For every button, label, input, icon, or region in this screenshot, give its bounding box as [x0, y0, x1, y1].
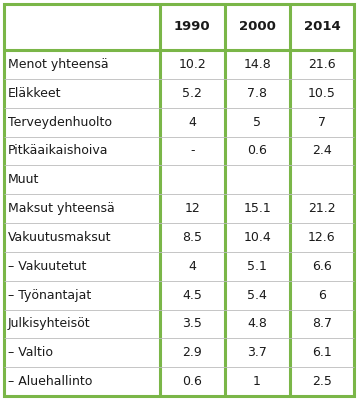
Text: 2014: 2014 — [304, 20, 340, 34]
Text: 6.6: 6.6 — [312, 260, 332, 273]
Text: 7.8: 7.8 — [247, 87, 267, 100]
Text: 3.5: 3.5 — [182, 318, 202, 330]
Text: Julkisyhteisöt: Julkisyhteisöt — [8, 318, 91, 330]
Text: – Aluehallinto: – Aluehallinto — [8, 375, 92, 388]
Text: – Vakuutetut: – Vakuutetut — [8, 260, 86, 273]
Text: 21.6: 21.6 — [308, 58, 336, 71]
Text: 4: 4 — [188, 260, 196, 273]
Text: 1990: 1990 — [174, 20, 211, 34]
Text: Maksut yhteensä: Maksut yhteensä — [8, 202, 115, 215]
Text: 2000: 2000 — [239, 20, 276, 34]
Text: 14.8: 14.8 — [243, 58, 271, 71]
Text: 0.6: 0.6 — [247, 144, 267, 158]
Text: 12.6: 12.6 — [308, 231, 336, 244]
Text: 5.1: 5.1 — [247, 260, 267, 273]
Text: – Työnantajat: – Työnantajat — [8, 288, 91, 302]
Text: Muut: Muut — [8, 173, 39, 186]
Text: 10.5: 10.5 — [308, 87, 336, 100]
Text: 6.1: 6.1 — [312, 346, 332, 359]
Text: Menot yhteensä: Menot yhteensä — [8, 58, 108, 71]
Text: 12: 12 — [184, 202, 200, 215]
Text: – Valtio: – Valtio — [8, 346, 53, 359]
Text: 15.1: 15.1 — [243, 202, 271, 215]
Text: 2.5: 2.5 — [312, 375, 332, 388]
Text: Vakuutusmaksut: Vakuutusmaksut — [8, 231, 111, 244]
Text: 4: 4 — [188, 116, 196, 128]
Text: 5: 5 — [253, 116, 261, 128]
Text: Terveydenhuolto: Terveydenhuolto — [8, 116, 112, 128]
Text: 7: 7 — [318, 116, 326, 128]
Text: 3.7: 3.7 — [247, 346, 267, 359]
Text: 2.4: 2.4 — [312, 144, 332, 158]
Text: 10.4: 10.4 — [243, 231, 271, 244]
Text: 21.2: 21.2 — [308, 202, 336, 215]
Text: 5.4: 5.4 — [247, 288, 267, 302]
Text: Pitkäaikaishoiva: Pitkäaikaishoiva — [8, 144, 108, 158]
Text: 0.6: 0.6 — [182, 375, 202, 388]
Text: 2.9: 2.9 — [182, 346, 202, 359]
Text: 4.5: 4.5 — [182, 288, 202, 302]
Text: 10.2: 10.2 — [178, 58, 206, 71]
Text: 8.5: 8.5 — [182, 231, 202, 244]
Text: 6: 6 — [318, 288, 326, 302]
Text: 5.2: 5.2 — [182, 87, 202, 100]
Text: 1: 1 — [253, 375, 261, 388]
Text: -: - — [190, 144, 194, 158]
Text: 8.7: 8.7 — [312, 318, 332, 330]
Text: 4.8: 4.8 — [247, 318, 267, 330]
Text: Eläkkeet: Eläkkeet — [8, 87, 61, 100]
